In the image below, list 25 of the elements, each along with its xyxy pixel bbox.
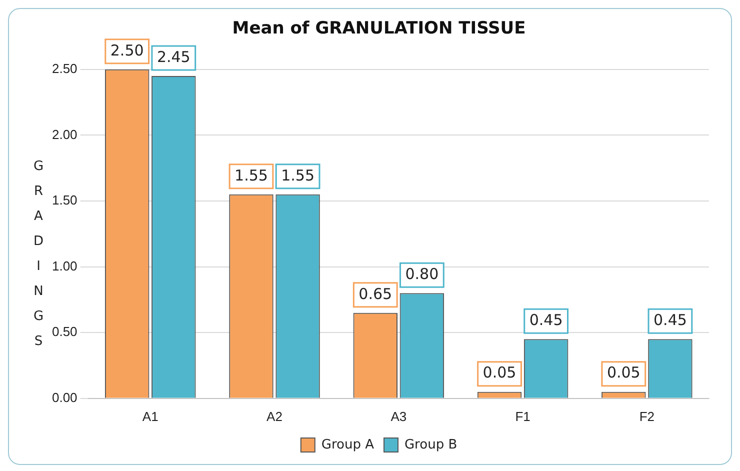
chart-title: Mean of GRANULATION TISSUE <box>232 18 526 39</box>
x-tick-label: A3 <box>390 408 407 424</box>
data-label: 0.05 <box>482 364 516 382</box>
y-tick-label: 0.00 <box>52 390 78 405</box>
legend-label: Group B <box>404 437 458 452</box>
data-label: 0.45 <box>654 311 687 330</box>
data-label: 0.45 <box>529 311 563 330</box>
data-label: 0.80 <box>405 265 439 284</box>
x-tick-label: F2 <box>639 408 655 424</box>
y-tick-label: 0.50 <box>52 324 78 340</box>
x-tick-label: A1 <box>142 408 158 424</box>
y-tick-label: 2.00 <box>52 126 78 142</box>
y-tick-label: 1.00 <box>52 258 78 274</box>
data-label: 2.45 <box>156 48 190 66</box>
data-label: 1.55 <box>281 166 314 184</box>
y-axis-title: GRADINGS <box>31 159 46 359</box>
data-label: 0.65 <box>358 284 392 303</box>
x-tick-label: F1 <box>515 408 530 424</box>
data-label: 2.50 <box>110 41 144 60</box>
data-label: 0.05 <box>606 364 640 382</box>
y-tick-label: 2.50 <box>52 60 78 76</box>
y-tick-label: 1.50 <box>52 192 78 208</box>
legend-label: Group A <box>321 437 374 452</box>
x-tick-label: A2 <box>266 408 282 424</box>
data-label: 1.55 <box>234 166 268 184</box>
